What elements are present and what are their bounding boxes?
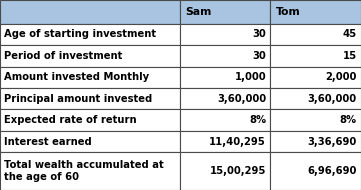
Bar xyxy=(180,152,270,190)
Bar xyxy=(0,88,180,109)
Text: 2,000: 2,000 xyxy=(325,72,357,82)
Bar xyxy=(180,131,270,152)
Bar xyxy=(270,152,361,190)
Text: 11,40,295: 11,40,295 xyxy=(209,137,266,147)
Text: 15,00,295: 15,00,295 xyxy=(210,166,266,176)
Text: Age of starting investment: Age of starting investment xyxy=(4,29,156,39)
Text: Tom: Tom xyxy=(276,7,301,17)
Bar xyxy=(270,66,361,88)
Text: 3,36,690: 3,36,690 xyxy=(308,137,357,147)
Bar xyxy=(180,24,270,45)
Text: 3,60,000: 3,60,000 xyxy=(217,94,266,104)
Text: Principal amount invested: Principal amount invested xyxy=(4,94,153,104)
Bar xyxy=(180,109,270,131)
Bar xyxy=(270,109,361,131)
Bar xyxy=(0,109,180,131)
Text: 8%: 8% xyxy=(340,115,357,125)
Bar xyxy=(180,88,270,109)
Bar xyxy=(180,0,270,24)
Text: 15: 15 xyxy=(343,51,357,61)
Bar xyxy=(270,45,361,66)
Bar xyxy=(180,45,270,66)
Text: 30: 30 xyxy=(252,29,266,39)
Bar xyxy=(0,0,180,24)
Bar xyxy=(270,131,361,152)
Bar xyxy=(0,24,180,45)
Bar xyxy=(270,88,361,109)
Text: 6,96,690: 6,96,690 xyxy=(307,166,357,176)
Text: Amount invested Monthly: Amount invested Monthly xyxy=(4,72,149,82)
Bar xyxy=(270,24,361,45)
Text: 3,60,000: 3,60,000 xyxy=(308,94,357,104)
Text: 45: 45 xyxy=(343,29,357,39)
Text: Sam: Sam xyxy=(185,7,212,17)
Text: Expected rate of return: Expected rate of return xyxy=(4,115,137,125)
Text: Interest earned: Interest earned xyxy=(4,137,92,147)
Bar xyxy=(0,45,180,66)
Text: Total wealth accumulated at
the age of 60: Total wealth accumulated at the age of 6… xyxy=(4,160,164,182)
Text: 30: 30 xyxy=(252,51,266,61)
Bar xyxy=(180,66,270,88)
Text: 1,000: 1,000 xyxy=(234,72,266,82)
Bar xyxy=(0,131,180,152)
Bar xyxy=(270,0,361,24)
Bar xyxy=(0,152,180,190)
Text: Period of investment: Period of investment xyxy=(4,51,123,61)
Text: 8%: 8% xyxy=(249,115,266,125)
Bar xyxy=(0,66,180,88)
